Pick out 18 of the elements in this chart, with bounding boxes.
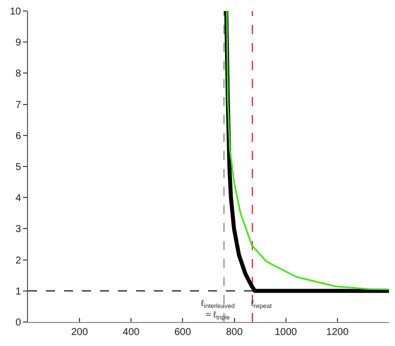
x-tick-label: 800 <box>226 327 244 338</box>
y-tick-label: 5 <box>15 162 22 173</box>
y-tick-label: 8 <box>15 68 22 80</box>
ref-line-label: ℓ$_{repeat}$ <box>251 298 272 310</box>
y-tick-label: 0 <box>15 318 22 328</box>
x-tick-label: 1000 <box>274 327 298 338</box>
y-tick-label: 3 <box>15 224 22 236</box>
x-tick-label: 1200 <box>326 327 349 338</box>
y-tick-label: 4 <box>15 193 22 204</box>
y-tick-label: 9 <box>15 38 22 49</box>
y-tick-label: 2 <box>15 255 22 266</box>
x-tick-label: 400 <box>122 327 140 338</box>
y-tick-label: 7 <box>15 100 22 111</box>
x-tick-label: 600 <box>174 327 192 338</box>
y-tick-label: 10 <box>10 6 22 18</box>
x-tick-label: 200 <box>71 327 88 338</box>
y-tick-label: 6 <box>15 130 22 142</box>
y-tick-label: 1 <box>15 286 22 298</box>
